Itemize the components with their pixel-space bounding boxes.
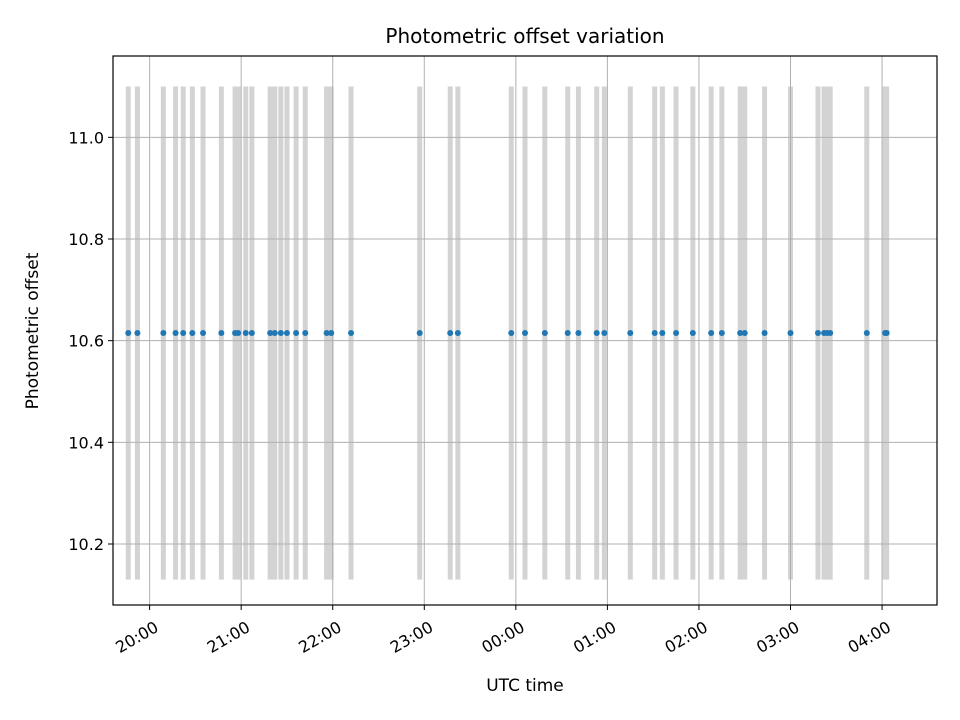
data-point (235, 330, 242, 337)
data-point (673, 330, 680, 337)
data-point (718, 330, 725, 337)
data-point (248, 330, 255, 337)
gridlines (113, 56, 937, 605)
x-axis-label: UTC time (486, 676, 564, 696)
y-tick-label: 10.4 (68, 433, 104, 452)
y-tick-label: 10.2 (68, 535, 104, 554)
data-point (863, 330, 870, 337)
data-point (447, 330, 454, 337)
data-point (827, 330, 834, 337)
y-axis: 10.2 10.4 10.6 10.8 11.0 (68, 128, 113, 554)
y-tick-label: 11.0 (68, 128, 104, 147)
data-point (302, 330, 309, 337)
data-point (883, 330, 890, 337)
chart-title: Photometric offset variation (385, 24, 664, 48)
data-point (242, 330, 249, 337)
data-point (761, 330, 768, 337)
y-tick-label: 10.6 (68, 332, 104, 351)
data-point (601, 330, 608, 337)
data-point (283, 330, 290, 337)
data-point (787, 330, 794, 337)
data-point (348, 330, 355, 337)
data-point (277, 330, 284, 337)
data-point (218, 330, 225, 337)
y-tick-label: 10.8 (68, 230, 104, 249)
data-point (160, 330, 167, 337)
data-point (293, 330, 300, 337)
data-point (814, 330, 821, 337)
data-point (180, 330, 187, 337)
data-point (328, 330, 335, 337)
data-point (508, 330, 515, 337)
plot-frame (112, 55, 938, 606)
data-point (564, 330, 571, 337)
data-point (737, 330, 744, 337)
data-point (541, 330, 548, 337)
data-point (271, 330, 278, 337)
data-point (627, 330, 634, 337)
data-point (172, 330, 179, 337)
data-point (689, 330, 696, 337)
data-point (454, 330, 461, 337)
y-axis-label: Photometric offset (23, 252, 43, 409)
data-point (522, 330, 528, 337)
data-point (741, 330, 748, 337)
data-point (134, 330, 141, 337)
data-point (651, 330, 658, 337)
data-point (416, 330, 423, 337)
data-point (323, 330, 330, 337)
data-point (200, 330, 207, 337)
data-point (575, 330, 582, 337)
data-point (267, 330, 274, 337)
data-point (593, 330, 600, 337)
data-points (125, 330, 890, 337)
data-point (659, 330, 666, 337)
data-point (189, 330, 196, 337)
data-point (125, 330, 132, 337)
data-point (708, 330, 715, 337)
